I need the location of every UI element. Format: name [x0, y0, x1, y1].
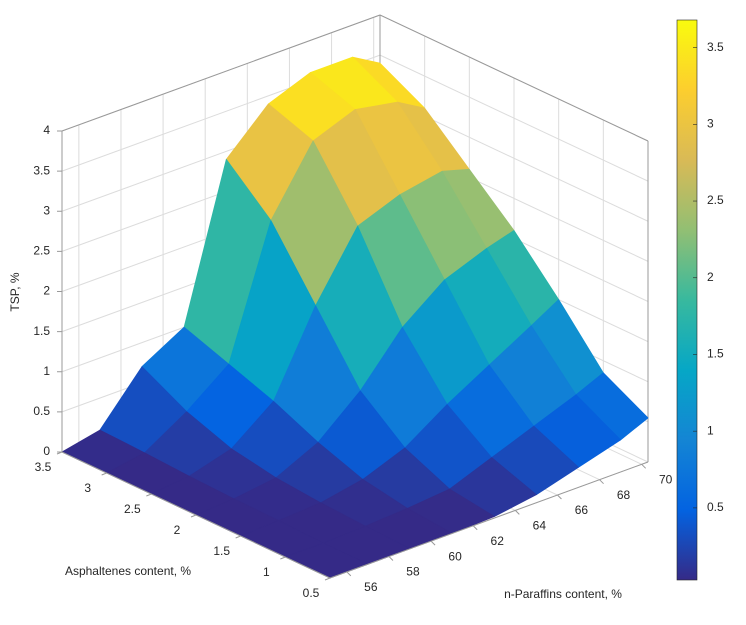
x-tick-label: 64 — [533, 519, 547, 533]
box-edge — [379, 14, 649, 142]
z-tick-label: 3.5 — [33, 163, 50, 177]
x-tick — [388, 556, 394, 561]
colorbar-tick-label: 0.5 — [707, 500, 724, 514]
x-tick-label: 58 — [406, 565, 420, 579]
x-tick-label: 60 — [448, 549, 462, 563]
x-tick — [599, 479, 604, 485]
y-tick-label: 1.5 — [213, 544, 230, 558]
x-tick-label: 56 — [364, 580, 378, 594]
colorbar-tick-label: 3.5 — [707, 40, 724, 54]
y-tick-label: 3 — [84, 481, 91, 495]
x-axis — [329, 461, 649, 579]
y-tick — [324, 577, 331, 581]
y-tick-label: 1 — [263, 565, 270, 579]
y-tick-label: 2.5 — [124, 502, 141, 516]
box-edge — [61, 14, 381, 132]
x-tick-label: 68 — [617, 488, 631, 502]
x-tick-label: 70 — [659, 472, 673, 486]
grid-line — [379, 54, 649, 182]
colorbar-tick-label: 2.5 — [707, 193, 724, 207]
x-tick — [472, 525, 478, 531]
z-tick-label: 0 — [43, 444, 50, 458]
x-axis-title: n-Paraffins content, % — [504, 587, 622, 601]
z-tick-label: 2.5 — [33, 244, 50, 258]
x-tick — [346, 571, 352, 577]
x-tick-label: 62 — [491, 534, 505, 548]
colorbar-tick-label: 2 — [707, 270, 714, 284]
colorbar-tick-label: 3 — [707, 117, 714, 131]
colorbar — [676, 19, 698, 581]
y-tick-label: 2 — [174, 523, 181, 537]
x-tick — [514, 510, 520, 515]
y-tick — [235, 535, 241, 539]
z-tick-label: 2 — [43, 284, 50, 298]
y-tick — [280, 556, 286, 560]
y-tick-label: 0.5 — [303, 586, 320, 600]
z-tick-label: 1.5 — [33, 324, 50, 338]
y-axis-title: Asphaltenes content, % — [65, 564, 191, 578]
x-tick-label: 66 — [575, 503, 589, 517]
z-axis-title: TSP, % — [8, 272, 22, 311]
x-tick — [557, 494, 562, 500]
x-tick — [641, 463, 647, 469]
y-tick — [101, 472, 107, 476]
z-tick-label: 4 — [43, 123, 50, 137]
x-tick — [430, 540, 436, 546]
z-tick-label: 3 — [43, 203, 50, 217]
z-tick-label: 0.5 — [33, 404, 50, 418]
y-tick — [190, 514, 197, 518]
y-tick — [146, 493, 152, 497]
colorbar-tick-label: 1 — [707, 423, 714, 437]
colorbar-tick-label: 1.5 — [707, 347, 724, 361]
z-tick-label: 1 — [43, 364, 50, 378]
y-tick-label: 3.5 — [35, 460, 52, 474]
